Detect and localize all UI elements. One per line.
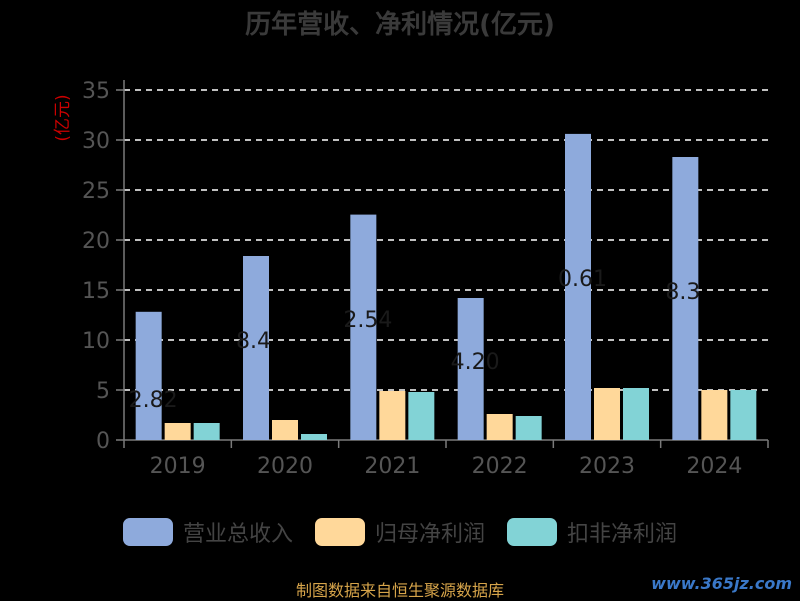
source-note: 制图数据来自恒生聚源数据库: [295, 581, 504, 600]
legend-item-deducted-profit[interactable]: 扣非净利润: [507, 516, 677, 548]
x-tick-label: 2022: [472, 454, 528, 479]
data-label: 2.82: [129, 388, 178, 413]
data-label: 0.61: [558, 267, 607, 292]
bar: [379, 391, 406, 440]
x-tick-label: 2020: [257, 454, 313, 479]
y-tick-label: 30: [82, 129, 110, 154]
legend-swatch-revenue: [122, 518, 173, 546]
y-tick-label: 10: [82, 329, 110, 354]
x-tick-label: 2023: [579, 454, 635, 479]
data-label: 8.4: [236, 329, 271, 354]
bar: [164, 423, 191, 440]
legend-swatch-net-profit: [314, 518, 365, 546]
data-label: 2.54: [343, 308, 392, 333]
bar: [408, 392, 435, 440]
y-axis-label: (亿元): [53, 94, 73, 141]
y-tick-label: 0: [96, 429, 110, 454]
data-label: 4.20: [451, 350, 500, 375]
bar: [135, 311, 162, 440]
x-tick-label: 2024: [686, 454, 742, 479]
y-tick-label: 20: [82, 229, 110, 254]
bar: [350, 214, 377, 440]
bar: [486, 414, 513, 440]
x-tick-label: 2021: [364, 454, 420, 479]
bar: [243, 256, 269, 440]
chart-title: 历年营收、净利情况(亿元): [245, 10, 555, 40]
bar: [672, 157, 699, 440]
legend-item-net-profit[interactable]: 归母净利润: [314, 516, 485, 548]
bar: [594, 388, 620, 440]
y-tick-label: 25: [82, 179, 110, 204]
y-tick-label: 35: [82, 79, 110, 104]
bar: [272, 420, 298, 440]
data-label: 8.3: [665, 280, 700, 305]
x-tick-label: 2019: [150, 454, 206, 479]
watermark-logo: www.365jz.com: [651, 574, 792, 593]
bar: [515, 416, 542, 440]
bar: [730, 390, 757, 440]
bar: [565, 133, 591, 440]
legend-label-revenue: 营业总收入: [182, 522, 293, 547]
legend: 营业总收入 归母净利润 扣非净利润: [0, 516, 800, 548]
legend-swatch-deducted-profit: [507, 518, 557, 546]
y-tick-label: 5: [96, 379, 110, 404]
bar: [301, 434, 327, 440]
legend-label-net-profit: 归母净利润: [374, 522, 485, 547]
y-tick-label: 15: [82, 279, 110, 304]
bar: [701, 390, 728, 440]
bar: [623, 388, 649, 440]
bar: [193, 423, 220, 440]
legend-label-deducted-profit: 扣非净利润: [567, 522, 678, 547]
legend-item-revenue[interactable]: 营业总收入: [122, 516, 293, 548]
bar: [457, 298, 484, 440]
